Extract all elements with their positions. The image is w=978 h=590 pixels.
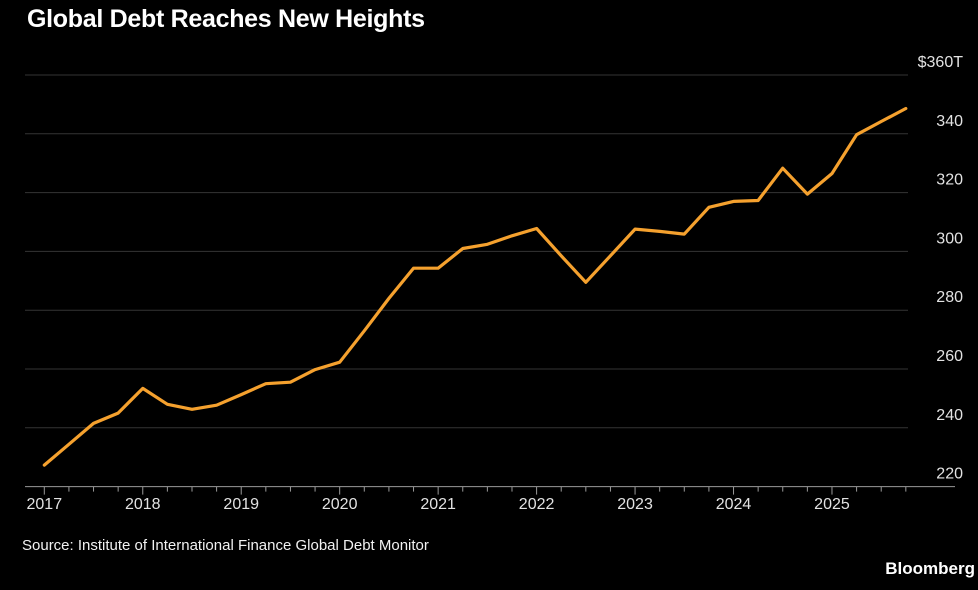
x-tick-label: 2025 <box>814 496 850 513</box>
x-tick-label: 2023 <box>617 496 653 513</box>
debt-line-series <box>42 106 908 467</box>
x-tick-label: 2024 <box>716 496 752 513</box>
x-tick-label: 2018 <box>125 496 161 513</box>
y-tick-label: 220 <box>936 466 963 483</box>
x-tick-label: 2022 <box>519 496 555 513</box>
y-tick-label: $360T <box>918 54 964 71</box>
source-note: Source: Institute of International Finan… <box>22 537 429 554</box>
x-tick-label: 2020 <box>322 496 358 513</box>
x-tick-label: 2017 <box>27 496 63 513</box>
y-tick-label: 240 <box>936 407 963 424</box>
x-tick-label: 2019 <box>223 496 259 513</box>
y-tick-label: 320 <box>936 172 963 189</box>
bloomberg-logo: Bloomberg <box>885 559 975 578</box>
y-tick-label: 260 <box>936 348 963 365</box>
x-tick-label: 2021 <box>420 496 456 513</box>
chart-title: Global Debt Reaches New Heights <box>27 5 425 33</box>
y-tick-label: 340 <box>936 113 963 130</box>
y-tick-label: 280 <box>936 289 963 306</box>
y-tick-label: 300 <box>936 230 963 247</box>
